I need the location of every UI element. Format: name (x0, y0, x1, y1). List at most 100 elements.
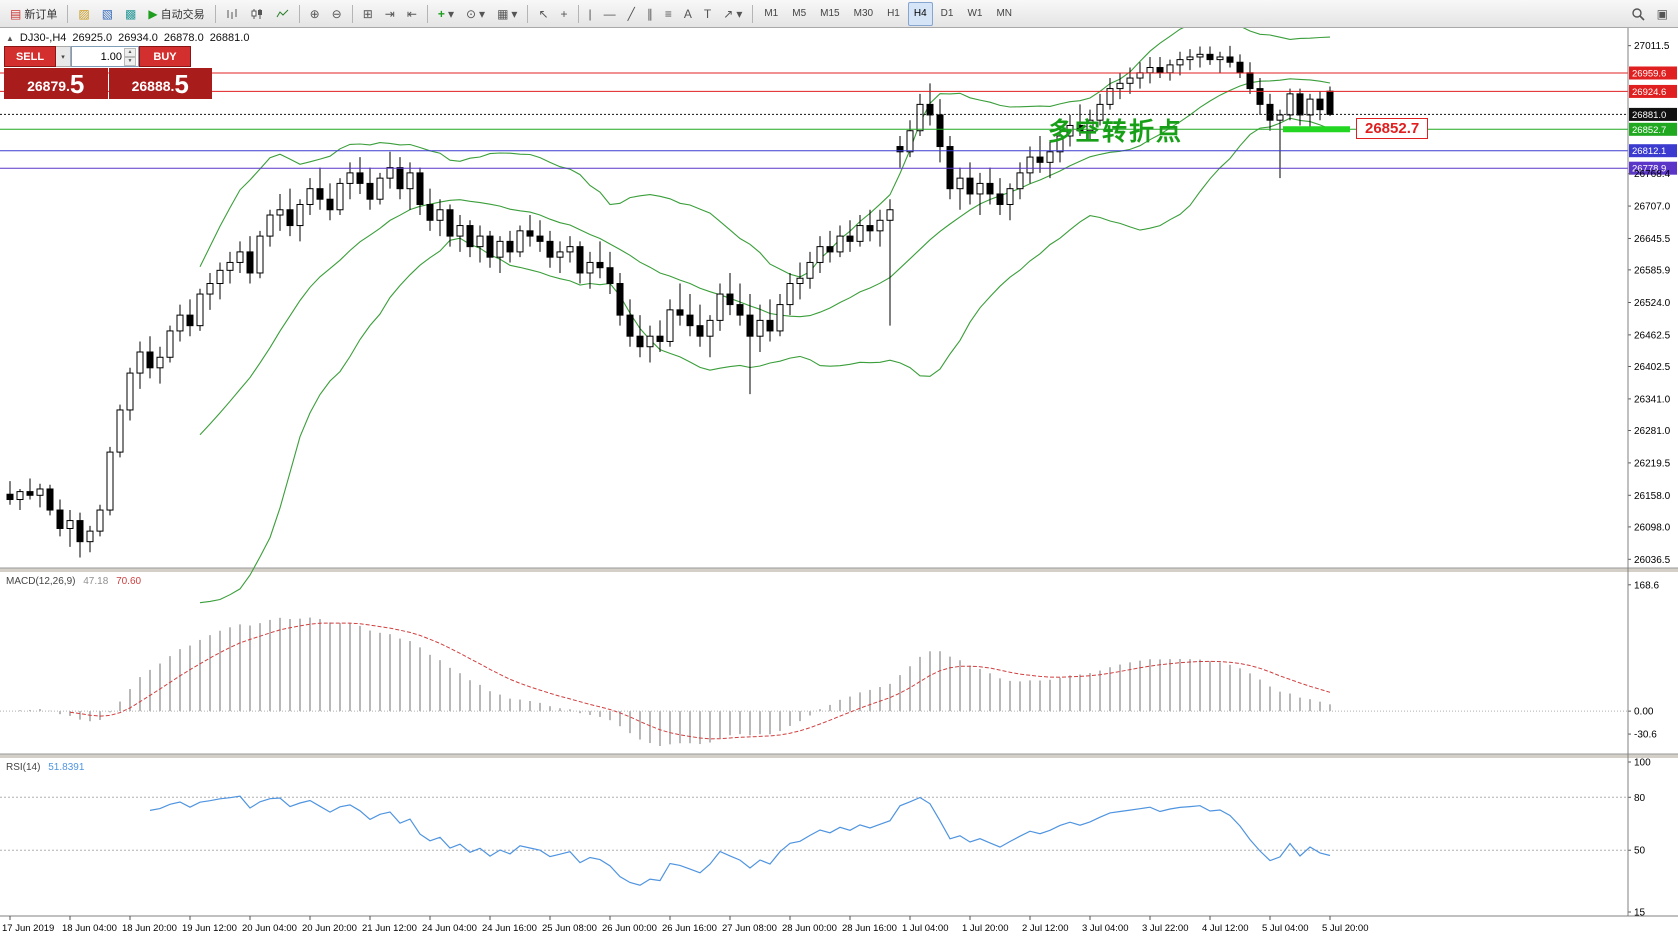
macd-main-value: 47.18 (83, 576, 109, 587)
y-tick-label: 26462.5 (1634, 330, 1671, 341)
text-button[interactable]: A (679, 2, 697, 26)
profiles-button[interactable]: ▧ (97, 2, 118, 26)
y-tick-label: 26707.0 (1634, 202, 1671, 213)
buy-button[interactable]: BUY (139, 46, 191, 67)
sell-price-display[interactable]: 26879. 5 (4, 68, 108, 99)
bar-chart-button[interactable] (221, 2, 244, 26)
arrows-button[interactable]: ↗ ▾ (718, 2, 747, 26)
fibonacci-button[interactable]: ≡ (660, 2, 677, 26)
candle-body (366, 182, 374, 200)
strategy-tester-button[interactable]: ▩ (120, 2, 141, 26)
panel-divider[interactable] (0, 568, 1678, 572)
candle-body (596, 261, 604, 269)
horizontal-line-button[interactable]: — (599, 2, 621, 26)
candle-body (656, 335, 664, 342)
zoom-out-button[interactable]: ⊖ (327, 2, 347, 26)
zoom-in-icon: ⊕ (309, 6, 320, 21)
sell-options-dropdown[interactable]: ▾ (56, 46, 71, 67)
search-button[interactable] (1626, 2, 1650, 26)
panel-divider[interactable] (0, 754, 1678, 758)
channel-button[interactable]: ∥ (642, 2, 658, 26)
x-tick-label: 28 Jun 16:00 (842, 923, 897, 934)
price-line-axis-value: 26881.0 (1632, 110, 1666, 121)
rsi-scale-label: 80 (1634, 793, 1646, 804)
candle-body (436, 209, 444, 221)
templates-button[interactable]: ▦ ▾ (492, 2, 522, 26)
autotrading-button[interactable]: ▶ 自动交易 (143, 2, 209, 26)
candle-body (566, 246, 574, 253)
candle-body (456, 225, 464, 237)
crosshair-button[interactable]: + (556, 2, 573, 26)
trendline-button[interactable]: ╱ (623, 2, 640, 26)
new-order-label: 新订单 (24, 8, 58, 21)
text-label-button[interactable]: T (699, 2, 716, 26)
candle-body (206, 283, 214, 295)
periods-button[interactable]: ⊙ ▾ (461, 2, 490, 26)
auto-scroll-button[interactable]: ⇥ (380, 2, 400, 26)
new-order-button[interactable]: ▤ 新订单 (5, 2, 62, 26)
candle-body (876, 219, 884, 232)
buy-price-big-digit: 5 (174, 69, 189, 99)
new-chart-button[interactable]: ▨ (73, 2, 94, 26)
candle-body (1306, 98, 1314, 116)
text-label-icon: T (703, 6, 712, 21)
auto-scroll-icon: ⇥ (384, 6, 395, 21)
candle-body (376, 177, 384, 200)
timeframe-m1-button[interactable]: M1 (764, 8, 779, 19)
price-line-axis-label (1629, 122, 1677, 136)
candle-body (66, 520, 74, 529)
candle-body (346, 172, 354, 184)
toolbar-separator (577, 4, 579, 23)
timeframe-m5-button[interactable]: M5 (792, 8, 807, 19)
timeframe-h1-button[interactable]: H1 (887, 8, 900, 19)
price-line-axis-label (1629, 66, 1677, 80)
candle-body (166, 330, 174, 358)
timeframe-m30-button[interactable]: M30 (853, 8, 874, 19)
spinner-down-icon[interactable]: ▼ (124, 56, 136, 66)
timeframe-h4-button[interactable]: H4 (907, 1, 933, 26)
candle-body (1046, 151, 1054, 163)
x-tick-label: 24 Jun 04:00 (422, 923, 477, 934)
x-tick-label: 18 Jun 04:00 (62, 923, 117, 934)
sell-price-big-digit: 5 (69, 69, 85, 99)
chart-shift-button[interactable]: ⇤ (402, 2, 422, 26)
templates-icon: ▦ (497, 6, 509, 21)
candle-body (1106, 88, 1114, 105)
spinner-up-icon[interactable]: ▲ (124, 47, 136, 57)
collapse-panel-icon[interactable]: ▲ (6, 33, 14, 43)
data-window-button[interactable]: ▣ (1652, 2, 1673, 26)
timeframe-w1-button[interactable]: W1 (967, 8, 983, 19)
candle-body (46, 488, 54, 511)
sell-button[interactable]: SELL (4, 46, 56, 67)
buy-price-display[interactable]: 26888. 5 (108, 68, 212, 99)
candle-body (546, 240, 554, 258)
x-tick-label: 24 Jun 16:00 (482, 923, 537, 934)
indicators-button[interactable]: + ▾ (433, 2, 459, 26)
x-tick-label: 5 Jul 20:00 (1322, 923, 1368, 934)
zoom-in-button[interactable]: ⊕ (305, 2, 325, 26)
timeframe-m15-button[interactable]: M15 (820, 8, 840, 19)
volume-input[interactable] (72, 49, 124, 64)
line-chart-button[interactable] (271, 2, 294, 26)
x-tick-label: 2 Jul 12:00 (1022, 923, 1068, 934)
chart-canvas[interactable]: 26959.6 26924.6 26881.0 26852.7 26812.1 26778… (0, 28, 1678, 949)
candle-body (946, 146, 954, 190)
cursor-button[interactable]: ↖ (533, 2, 553, 26)
x-tick-label: 26 Jun 16:00 (662, 923, 717, 934)
candle-body (1096, 103, 1104, 121)
vertical-line-button[interactable]: | (584, 2, 597, 26)
candle-body (306, 188, 314, 205)
chart-shift-icon: ⇤ (406, 6, 417, 21)
candle-body (96, 509, 104, 532)
candle-body (426, 203, 434, 221)
candle-body (256, 235, 264, 274)
tile-windows-button[interactable]: ⊞ (358, 2, 378, 26)
timeframe-d1-button[interactable]: D1 (940, 8, 954, 19)
candle-body (196, 293, 204, 327)
timeframe-mn-button[interactable]: MN (996, 8, 1013, 19)
candlestick-chart-button[interactable] (246, 2, 269, 26)
dropdown-icon: ▾ (447, 6, 454, 21)
candle-body (1316, 98, 1324, 111)
candle-body (816, 246, 824, 263)
rsi-value: 51.8391 (48, 762, 85, 773)
